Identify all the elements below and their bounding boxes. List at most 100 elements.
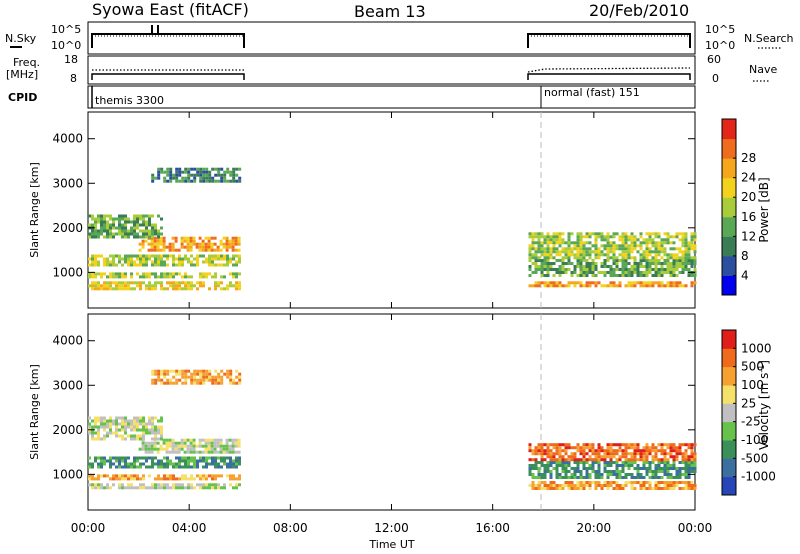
echo-cell xyxy=(160,437,163,441)
echo-cell xyxy=(169,167,173,171)
echo-cell xyxy=(675,265,679,268)
echo-cell xyxy=(612,250,616,254)
echo-cell xyxy=(678,247,682,251)
echo-cell xyxy=(594,481,598,484)
echo-cell xyxy=(208,483,211,487)
echo-cell xyxy=(207,441,211,445)
echo-cell xyxy=(184,176,188,180)
echo-cell xyxy=(624,232,628,236)
echo-cell xyxy=(210,236,214,240)
echo-cell xyxy=(94,223,97,227)
echo-cell xyxy=(561,262,565,265)
echo-cell xyxy=(94,217,97,221)
echo-cell xyxy=(234,248,238,252)
echo-cell xyxy=(91,462,94,466)
echo-cell xyxy=(600,271,604,274)
echo-cell xyxy=(663,247,667,251)
echo-cell xyxy=(190,477,193,481)
echo-cell xyxy=(651,259,655,262)
echo-cell xyxy=(88,284,91,288)
echo-cell xyxy=(669,476,673,479)
echo-cell xyxy=(130,465,133,469)
echo-cell xyxy=(112,257,115,261)
echo-cell xyxy=(145,456,148,460)
echo-cell xyxy=(97,434,100,438)
echo-cell xyxy=(660,476,664,479)
echo-cell xyxy=(184,272,187,276)
echo-cell xyxy=(145,465,148,469)
echo-cell xyxy=(612,452,616,456)
echo-cell xyxy=(537,481,541,484)
echo-cell xyxy=(139,483,142,487)
echo-cell xyxy=(223,456,226,460)
echo-cell xyxy=(187,456,190,460)
echo-cell xyxy=(606,244,610,248)
echo-cell xyxy=(109,229,112,233)
echo-cell xyxy=(618,274,622,277)
echo-cell xyxy=(663,268,667,271)
echo-cell xyxy=(142,456,145,460)
echo-cell xyxy=(564,268,568,271)
echo-cell xyxy=(654,232,658,236)
echo-cell xyxy=(666,281,670,285)
echo-cell xyxy=(100,275,103,279)
echo-cell xyxy=(183,239,187,243)
echo-cell xyxy=(162,441,166,445)
echo-cell xyxy=(669,484,673,487)
echo-cell xyxy=(226,456,229,460)
echo-cell xyxy=(675,232,679,236)
echo-cell xyxy=(235,381,239,385)
echo-cell xyxy=(615,274,619,277)
echo-cell xyxy=(162,248,166,252)
echo-cell xyxy=(576,265,580,268)
echo-cell xyxy=(654,274,658,277)
echo-cell xyxy=(675,470,679,473)
echo-cell xyxy=(642,446,646,450)
echo-cell xyxy=(663,232,667,236)
echo-cell xyxy=(609,449,613,453)
echo-cell xyxy=(127,217,130,221)
echo-cell xyxy=(207,236,211,240)
echo-cell xyxy=(198,236,202,240)
echo-cell xyxy=(115,477,118,481)
echo-cell xyxy=(166,474,169,478)
echo-cell xyxy=(235,284,238,288)
echo-cell xyxy=(100,459,103,463)
echo-cell xyxy=(558,461,562,464)
echo-cell xyxy=(204,236,208,240)
echo-cell xyxy=(567,268,571,271)
echo-cell xyxy=(681,268,685,271)
echo-cell xyxy=(205,167,209,171)
echo-cell xyxy=(208,486,211,490)
echo-cell xyxy=(172,257,175,261)
echo-cell xyxy=(214,486,217,490)
echo-cell xyxy=(594,473,598,476)
echo-cell xyxy=(609,473,613,476)
echo-cell xyxy=(154,378,158,382)
echo-cell xyxy=(142,483,145,487)
echo-cell xyxy=(151,456,154,460)
echo-cell xyxy=(169,284,172,288)
echo-cell xyxy=(199,176,203,180)
echo-cell xyxy=(232,477,235,481)
echo-cell xyxy=(181,474,184,478)
echo-cell xyxy=(97,465,100,469)
echo-cell xyxy=(627,238,631,242)
echo-cell xyxy=(534,253,538,257)
echo-cell xyxy=(136,416,139,420)
echo-cell xyxy=(630,487,634,490)
echo-cell xyxy=(217,263,220,267)
echo-cell xyxy=(157,170,161,174)
echo-cell xyxy=(681,284,685,288)
freq-unit-label: [MHz] xyxy=(6,68,38,81)
echo-cell xyxy=(678,284,682,288)
echo-cell xyxy=(94,263,97,267)
echo-cell xyxy=(112,275,115,279)
echo-cell xyxy=(154,260,157,264)
echo-cell xyxy=(97,229,100,233)
echo-cell xyxy=(672,241,676,245)
echo-cell xyxy=(166,462,169,466)
echo-cell xyxy=(94,229,97,233)
echo-cell xyxy=(666,470,670,473)
echo-cell xyxy=(687,470,691,473)
